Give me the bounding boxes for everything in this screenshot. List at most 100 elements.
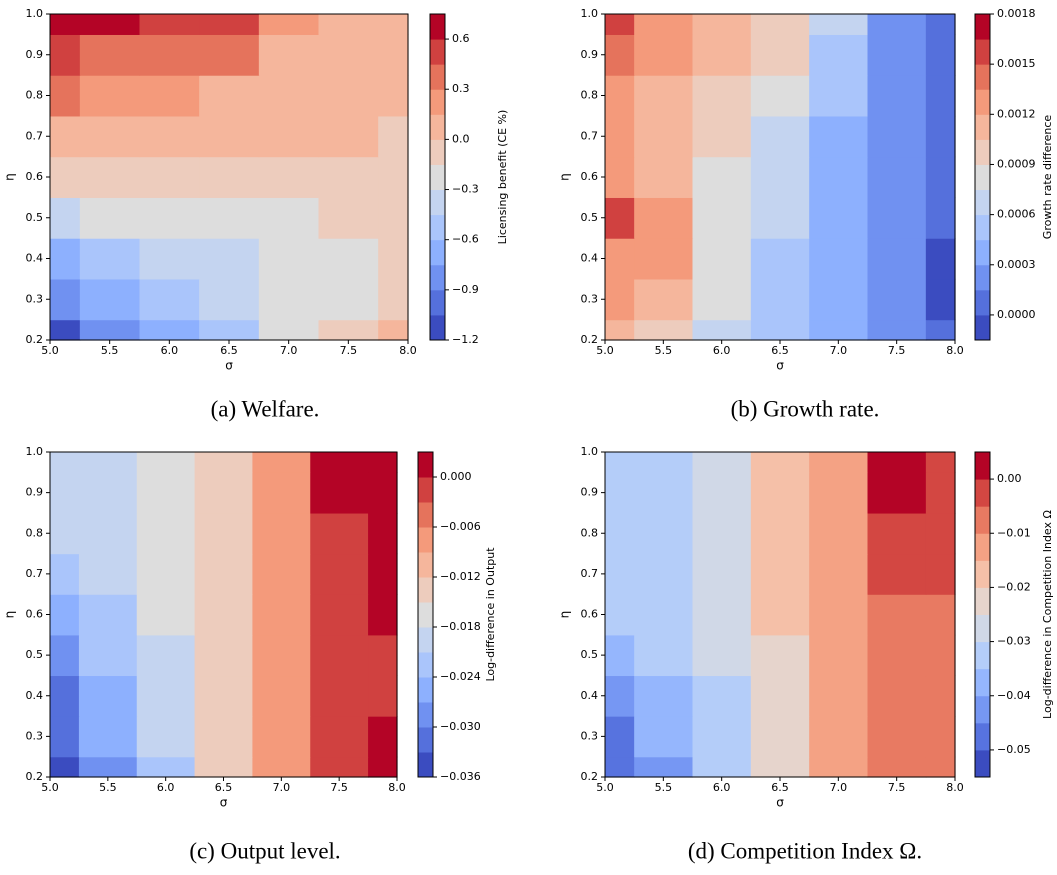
contour-cell [310,452,369,473]
y-axis-label: η [558,173,572,181]
contour-cell [78,756,138,778]
y-tick-label: 0.2 [581,770,599,783]
colorbar-tick-label: −0.9 [452,283,479,296]
x-tick-label: 7.0 [830,781,848,794]
contour-cell [194,472,254,514]
colorbar-tick-label: 0.0006 [997,208,1036,221]
contour-cell [318,34,379,76]
contour-cell [634,594,694,636]
contour-cell [258,319,320,341]
contour-cell [79,156,141,198]
contour-cell [692,472,752,514]
contour-cell [79,34,141,76]
contour-cell [605,197,635,239]
contour-cell [378,319,409,341]
contour-cell [50,75,81,117]
contour-cell [368,756,398,778]
contour-cell [318,115,379,158]
caption: (d) Competition Index Ω. [688,838,922,863]
contour-cell [605,716,635,758]
contour-cell [79,115,141,158]
colorbar-frame [974,451,991,778]
x-tick-label: 7.5 [330,781,348,794]
contour-cell [925,156,956,198]
contour-cell [634,197,694,239]
contour-cell [750,452,810,473]
colorbar-band [975,560,990,588]
contour-cell [252,553,311,595]
contour-cell [605,594,635,636]
colorbar-band [418,552,433,578]
contour-cell [194,716,254,758]
contour-cell [139,197,200,239]
y-tick-label: 0.9 [26,486,44,499]
contour-cell [692,756,752,778]
contour-cell [136,594,196,636]
colorbar-band [975,164,990,191]
contour-cell [867,278,927,321]
contour-cell [692,115,752,158]
colorbar-band [430,39,445,65]
colorbar-tick-label: 0.0003 [997,258,1036,271]
colorbar-band [418,527,433,553]
contour-cell [258,156,320,198]
y-tick-label: 0.5 [26,648,44,661]
colorbar-band [430,289,445,316]
contour-cell [634,634,694,677]
contour-cell [368,512,398,555]
colorbar-band [975,89,990,115]
colorbar-band [975,289,990,316]
colorbar-band [418,702,433,728]
colorbar-band [418,652,433,678]
contour-cell [139,319,200,341]
contour-cell [78,675,138,717]
contour-cell [78,634,138,677]
contour-cell [634,319,694,341]
contour-cell [750,634,810,677]
contour-cell [136,756,196,778]
contour-cell [605,452,635,473]
contour-cell [867,675,927,717]
y-tick-label: 1.0 [581,445,599,458]
colorbar-band [975,668,990,697]
contour-cell [634,553,694,595]
contour-cell [925,75,956,117]
colorbar-tick-label: 0.0 [452,132,470,145]
colorbar-band [430,164,445,191]
contour-cell [50,634,80,677]
y-tick-label: 0.8 [581,526,599,539]
contour-cell [378,34,409,76]
colorbar-band [975,139,990,165]
contour-cell [50,34,81,76]
y-tick-label: 0.7 [26,129,44,142]
y-tick-label: 0.3 [581,292,599,305]
contour-cell [605,115,635,158]
y-tick-label: 0.8 [581,89,599,102]
contour-cell [378,75,409,117]
contour-cell [809,716,869,758]
contour-cell [867,553,927,595]
contour-cell [692,156,752,198]
colorbar-band [418,677,433,703]
contour-cell [750,675,810,717]
y-tick-label: 0.7 [581,567,599,580]
contour-cell [50,319,81,341]
contour-cell [605,634,635,677]
x-tick-label: 5.0 [596,344,614,357]
contour-cell [252,472,311,514]
colorbar-band [975,114,990,140]
x-tick-label: 5.5 [655,344,673,357]
contour-cell [310,756,369,778]
contour-cell [318,75,379,117]
contour-cell [378,278,409,321]
x-tick-label: 8.0 [946,344,964,357]
contour-cell [750,238,810,280]
contour-cell [809,756,869,778]
x-tick-label: 6.0 [713,344,731,357]
contour-cell [925,756,956,778]
colorbar-label: Log-difference in Output [484,547,497,682]
x-tick-label: 5.0 [596,781,614,794]
contour-cell [310,675,369,717]
colorbar-band [418,602,433,628]
